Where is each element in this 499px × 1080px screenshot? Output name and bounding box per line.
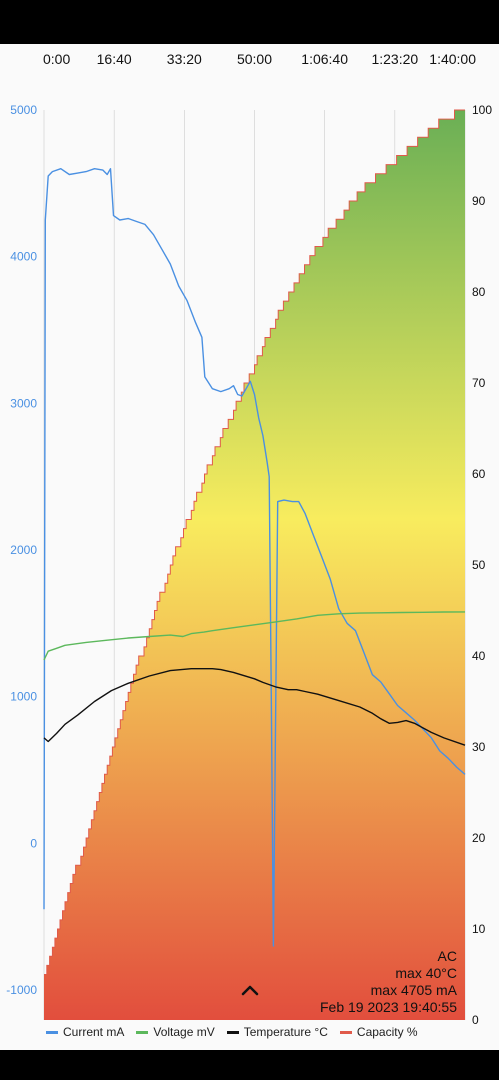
x-tick-label: 1:23:20 <box>371 51 418 67</box>
source-label: AC <box>437 948 457 964</box>
y-right-tick-label: 90 <box>472 194 486 208</box>
y-left-tick-label: -1000 <box>6 983 37 997</box>
legend-swatch <box>46 1030 58 1034</box>
capacity-line <box>44 109 465 975</box>
legend: Current mA Voltage mV Temperature °C Capaci… <box>46 1025 418 1039</box>
y-right-tick-label: 100 <box>472 103 492 117</box>
series-line-voltage <box>43 611 466 661</box>
x-tick-label: 1:40:00 <box>429 51 476 67</box>
capacity-area <box>44 110 465 1020</box>
y-right-tick-label: 70 <box>472 376 486 390</box>
x-tick-label: 50:00 <box>237 51 272 67</box>
y-right-tick-label: 20 <box>472 831 486 845</box>
y-right-tick-label: 80 <box>472 285 486 299</box>
legend-swatch <box>339 1030 352 1034</box>
y-left-tick-label: 0 <box>30 836 37 850</box>
y-right-tick-label: 60 <box>472 467 486 481</box>
legend-label: Temperature °C <box>243 1025 328 1039</box>
y-right-tick-label: 40 <box>472 649 486 663</box>
series-line-current <box>43 168 466 947</box>
y-right-tick-label: 50 <box>472 558 486 572</box>
x-tick-label: 1:06:40 <box>301 51 348 67</box>
datetime: Feb 19 2023 19:40:55 <box>319 999 457 1015</box>
legend-item: Temperature °C <box>226 1025 328 1039</box>
y-right-tick-label: 30 <box>472 740 486 754</box>
max-temperature: max 40°C <box>395 965 457 981</box>
legend-swatch <box>226 1030 239 1034</box>
y-right-tick-label: 10 <box>472 922 486 936</box>
legend-label: Current mA <box>63 1025 125 1039</box>
y-left-tick-label: 3000 <box>10 396 37 410</box>
y-left-tick-label: 2000 <box>10 543 37 557</box>
x-tick-label: 33:20 <box>167 51 202 67</box>
legend-label: Voltage mV <box>153 1025 215 1039</box>
status-panel: AC max 40°C max 4705 mA Feb 19 2023 19:4… <box>320 948 457 1016</box>
series-line-temperature <box>43 668 466 746</box>
max-current: max 4705 mA <box>370 982 457 998</box>
legend-item: Capacity % <box>339 1025 418 1039</box>
x-tick-label: 0:00 <box>43 51 70 67</box>
y-left-tick-label: 4000 <box>10 250 37 264</box>
legend-item: Current mA <box>46 1025 124 1039</box>
legend-item: Voltage mV <box>136 1025 215 1039</box>
y-left-tick-label: 5000 <box>10 103 37 117</box>
chevron-up-icon[interactable] <box>240 982 260 998</box>
legend-swatch <box>136 1030 149 1034</box>
x-tick-label: 16:40 <box>97 51 132 67</box>
legend-label: Capacity % <box>356 1025 418 1039</box>
y-right-tick-label: 0 <box>472 1013 479 1027</box>
y-left-tick-label: 1000 <box>10 690 37 704</box>
